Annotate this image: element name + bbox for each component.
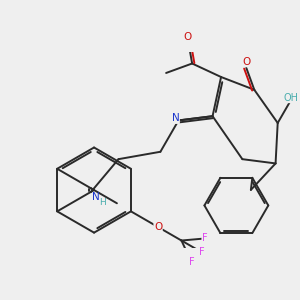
- Text: N: N: [92, 192, 100, 202]
- Text: OH: OH: [284, 93, 298, 103]
- Text: F: F: [199, 247, 205, 257]
- Text: F: F: [188, 257, 194, 267]
- Text: O: O: [184, 32, 192, 41]
- Text: O: O: [242, 57, 250, 67]
- Text: N: N: [172, 113, 179, 123]
- Text: H: H: [99, 198, 105, 207]
- Text: O: O: [154, 222, 162, 232]
- Text: F: F: [202, 233, 208, 244]
